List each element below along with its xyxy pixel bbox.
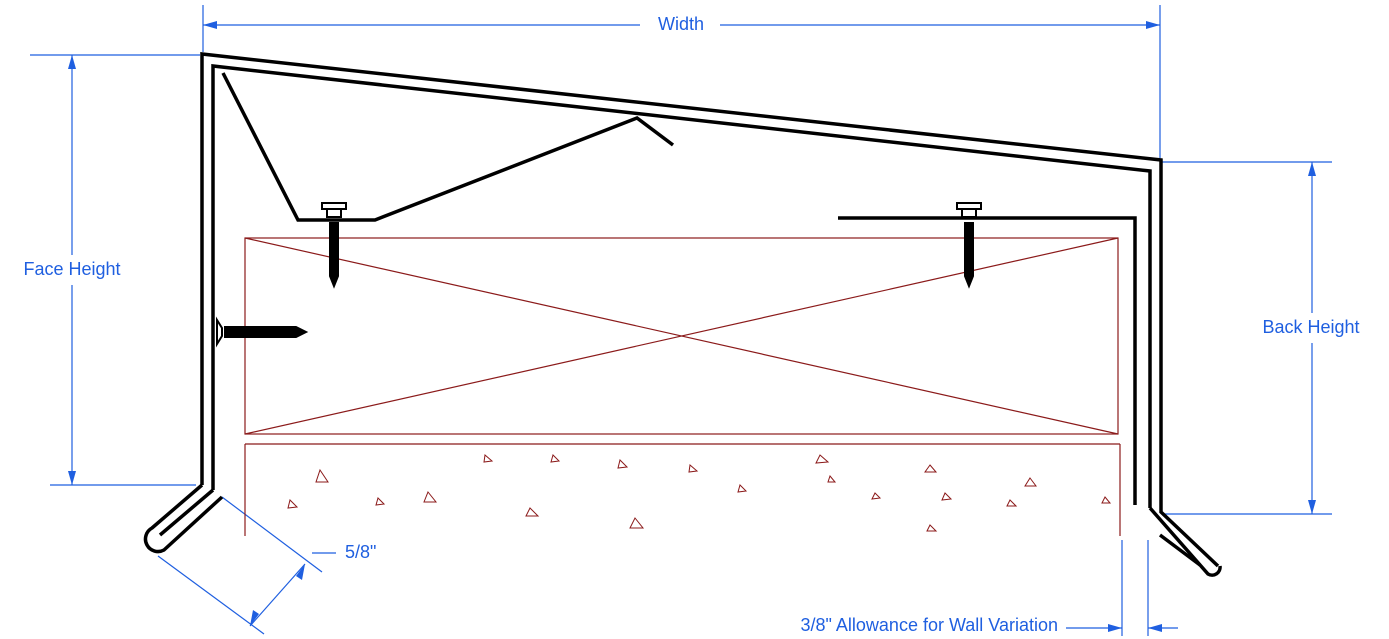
screw <box>217 320 306 344</box>
flange-dimension <box>158 497 336 634</box>
flange-label: 5/8" <box>345 542 376 562</box>
concrete-wall <box>245 444 1120 536</box>
cleat <box>223 73 1135 505</box>
screw <box>322 203 346 286</box>
wood-blocking <box>245 238 1118 434</box>
back-height-label: Back Height <box>1262 317 1359 337</box>
allowance-dimension <box>1066 540 1178 636</box>
coping <box>145 54 1220 575</box>
back-height-dimension <box>1162 162 1332 514</box>
diagram: Width Face Height Back Height 5/8" <box>0 0 1389 639</box>
width-label: Width <box>658 14 704 34</box>
face-height-label: Face Height <box>23 259 120 279</box>
allowance-label: 3/8" Allowance for Wall Variation <box>800 615 1058 635</box>
